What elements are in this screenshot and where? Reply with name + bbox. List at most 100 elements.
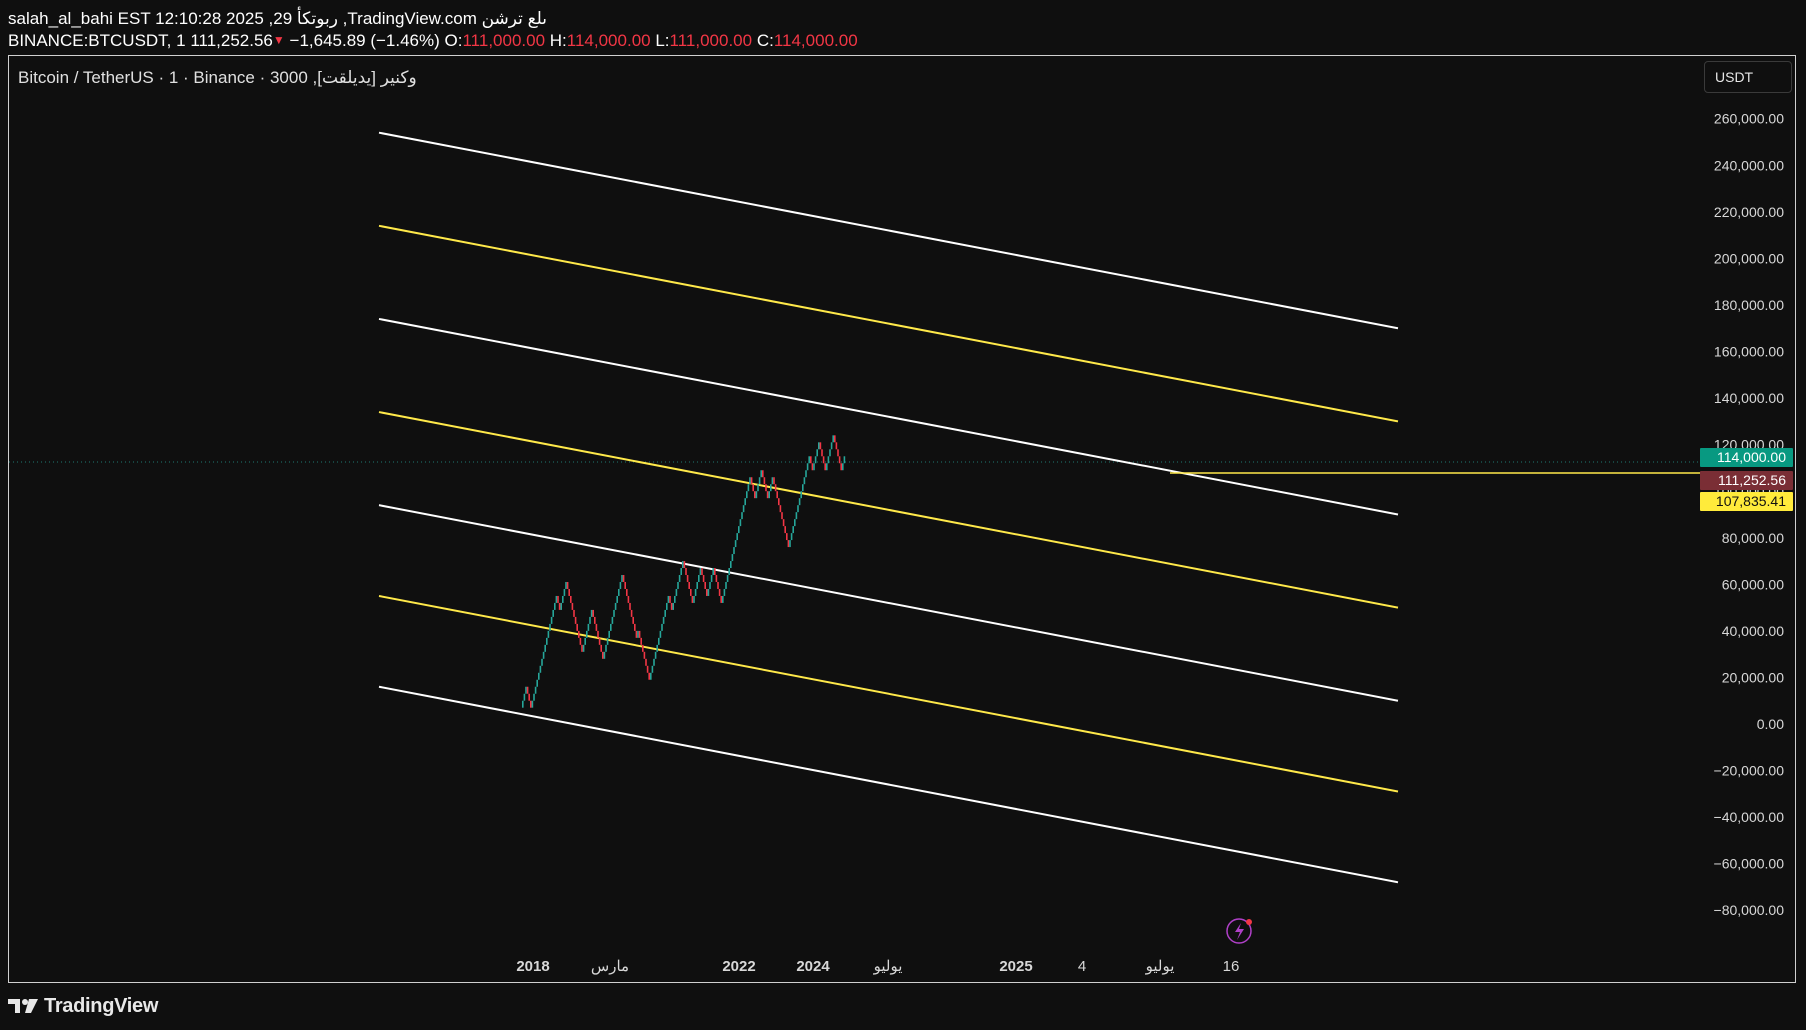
renko-brick-up (677, 581, 679, 589)
time-axis-label: يوليو (1145, 958, 1175, 975)
channel-line-yellow (378, 411, 1399, 609)
renko-brick-down (690, 588, 692, 596)
renko-brick-up (832, 435, 834, 443)
renko-brick-up (842, 463, 844, 471)
tradingview-logo[interactable]: TradingView (8, 992, 158, 1020)
renko-brick-down (581, 644, 583, 652)
renko-brick-up (614, 602, 617, 610)
time-axis-label: 2025 (999, 958, 1032, 975)
renko-brick-up (814, 456, 817, 464)
renko-brick-up (563, 588, 566, 596)
renko-brick-down (754, 491, 756, 499)
renko-brick-down (688, 581, 690, 589)
renko-brick-down (763, 477, 766, 485)
renko-brick-up (803, 477, 806, 485)
renko-brick-up (536, 679, 538, 687)
renko-brick-up (741, 512, 743, 520)
renko-brick-up (650, 672, 652, 680)
renko-brick-up (565, 581, 567, 589)
renko-brick-down (773, 477, 775, 485)
renko-brick-up (693, 595, 695, 603)
renko-brick-up (542, 651, 545, 659)
price-axis-label: 200,000.00 (1714, 250, 1784, 266)
header-info-line: salah_al_bahi EST 12:10:28 2025 ,29 ربوت… (8, 9, 548, 28)
renko-brick-up (605, 644, 607, 652)
renko-brick-down (642, 644, 644, 652)
renko-brick-up (725, 581, 727, 589)
price-badge-bg (1700, 492, 1793, 511)
renko-brick-up (538, 672, 540, 680)
renko-brick-down (574, 616, 577, 624)
renko-brick-up (699, 568, 702, 575)
chart-pane[interactable] (8, 55, 1796, 983)
renko-brick-up (667, 595, 670, 603)
renko-brick-up (806, 463, 809, 471)
renko-brick-up (586, 630, 588, 638)
renko-brick-up (738, 526, 740, 534)
currency-button[interactable]: USDT (1704, 61, 1792, 93)
renko-brick-up (666, 602, 668, 610)
renko-brick-up (816, 449, 818, 457)
renko-brick-up (584, 637, 586, 645)
price-axis-label: −60,000.00 (1714, 856, 1785, 872)
renko-brick-down (779, 505, 782, 513)
renko-brick-up (758, 477, 761, 485)
renko-brick-up (722, 595, 724, 603)
close-value: 114,000.00 (773, 31, 858, 50)
renko-brick-down (781, 512, 783, 520)
channel-line-yellow (378, 594, 1399, 793)
high-value: 114,000.00 (566, 31, 651, 50)
renko-brick-up (728, 568, 730, 575)
renko-brick-down (838, 456, 841, 464)
renko-brick-down (579, 637, 582, 645)
renko-brick-up (843, 456, 846, 464)
renko-brick-up (562, 595, 564, 603)
renko-brick-up (534, 686, 537, 694)
renko-brick-up (710, 575, 713, 582)
time-axis-label: 16 (1223, 958, 1240, 975)
lightning-icon (1226, 918, 1252, 944)
renko-brick-up (794, 519, 796, 527)
renko-brick-up (547, 630, 550, 638)
renko-brick-up (795, 512, 798, 520)
renko-brick-up (694, 588, 697, 596)
renko-brick-up (813, 463, 815, 471)
renko-brick-up (747, 484, 750, 492)
renko-brick-down (685, 568, 687, 575)
renko-brick-up (654, 651, 657, 659)
tradingview-logo-icon (8, 999, 38, 1013)
renko-brick-up (552, 609, 554, 617)
renko-brick-up (653, 658, 655, 666)
renko-brick-down (624, 581, 626, 589)
renko-brick-down (766, 491, 769, 499)
renko-brick-down (810, 456, 812, 464)
renko-brick-up (682, 561, 684, 569)
time-axis-label: 2024 (796, 958, 830, 975)
renko-brick-down (762, 470, 764, 478)
renko-brick-down (573, 609, 575, 617)
price-axis-label: −40,000.00 (1714, 809, 1785, 825)
time-axis-label: 4 (1078, 958, 1086, 975)
renko-brick-down (752, 484, 754, 492)
renko-brick-down (602, 651, 604, 659)
renko-brick-down (592, 609, 594, 617)
renko-brick-down (571, 602, 574, 610)
renko-brick-down (622, 575, 625, 582)
renko-brick-up (792, 526, 794, 534)
renko-brick-down (720, 595, 722, 603)
renko-brick-down (691, 595, 694, 603)
renko-brick-up (531, 700, 534, 708)
renko-brick-up (523, 693, 526, 701)
renko-brick-down (834, 435, 836, 443)
renko-brick-down (600, 644, 602, 652)
ohlc-legend: BINANCE:BTCUSDT, 1 111,252.56▼ −1,645.89… (8, 31, 858, 51)
renko-brick-up (664, 609, 666, 617)
renko-brick-up (608, 630, 610, 638)
price-badge-bg (1700, 471, 1793, 490)
price-axis-label: −80,000.00 (1714, 902, 1785, 918)
renko-brick-up (662, 616, 665, 624)
renko-brick-up (707, 588, 710, 596)
renko-brick-up (829, 449, 831, 457)
renko-brick-down (750, 477, 753, 485)
